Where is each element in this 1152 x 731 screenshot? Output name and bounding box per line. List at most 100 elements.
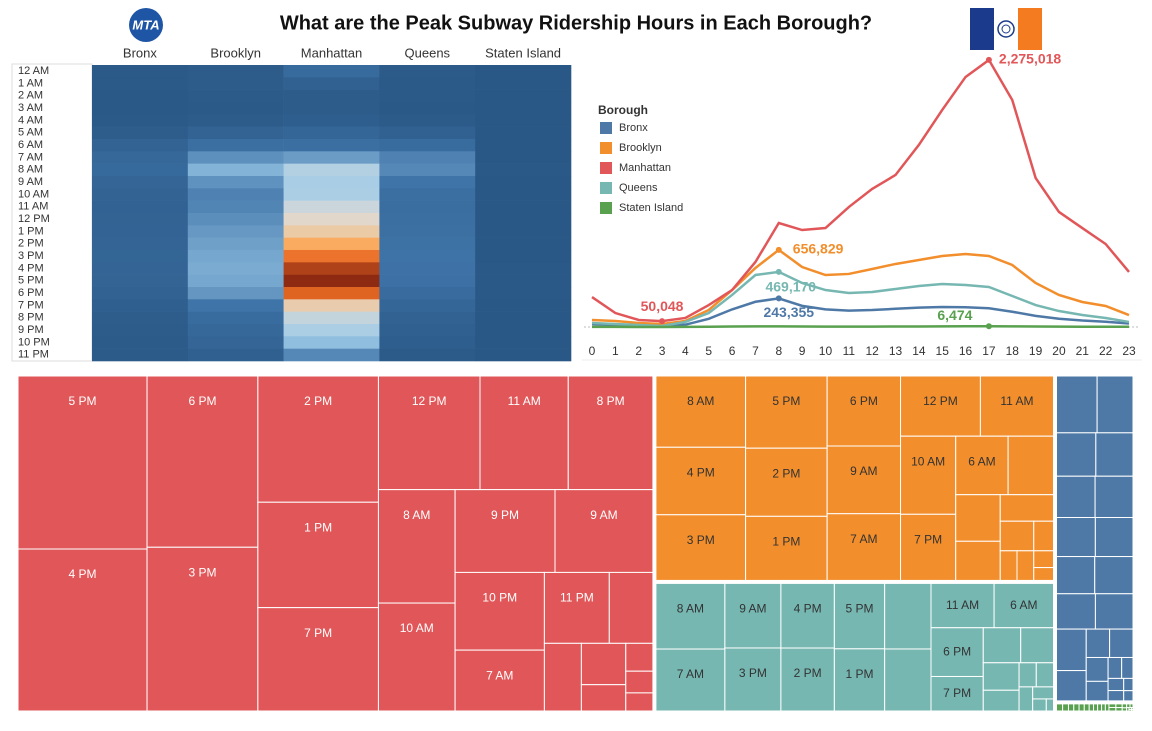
heatmap-cell [92,176,189,189]
treemap-cell [1032,698,1047,712]
treemap-cell [930,582,995,629]
heatmap-cell [92,348,189,362]
heatmap-cell [187,311,284,325]
heatmap-cell [92,311,189,325]
treemap-cell [1104,703,1110,712]
treemap-cell [1055,517,1096,558]
heatmap-cell [187,89,284,103]
heatmap-cell [92,77,189,90]
row-label: 12 AM [18,65,49,77]
treemap-label: 7 PM [943,686,971,700]
heatmap-cell [283,89,380,103]
treemap-cell [1088,703,1095,712]
heatmap-cell [283,163,380,177]
legend-label: Manhattan [619,162,671,174]
row-label: 7 PM [18,299,44,311]
heatmap-cell [475,213,572,226]
row-label: 1 PM [18,225,44,237]
treemap-cell [257,375,379,503]
treemap-cell [884,582,932,650]
treemap-cell [1055,432,1097,477]
heatmap-cell [379,324,476,337]
treemap-cell [724,582,782,649]
treemap-cell [17,548,148,712]
heatmap-cell [187,151,284,164]
treemap-cell [780,647,835,712]
treemap-cell [1055,475,1096,519]
treemap-cell [146,375,259,548]
treemap-cell [833,582,886,650]
legend-label: Brooklyn [619,142,662,154]
x-tick-label: 23 [1122,344,1136,358]
treemap-cell [1093,703,1099,712]
treemap-label: 6 AM [968,454,995,468]
treemap-cell [745,447,828,517]
row-label: 7 AM [18,151,43,163]
heatmap-cell [92,336,189,349]
treemap-cell [1016,550,1035,581]
heatmap-cell [187,250,284,263]
row-label: 9 PM [18,324,44,336]
row-label: 2 AM [18,90,43,102]
treemap-cell [1108,703,1117,708]
heatmap-cell [283,348,380,362]
heatmap-cell [475,200,572,214]
treemap-label: 3 PM [739,666,767,680]
treemap-cell [1121,707,1128,712]
x-tick-label: 16 [959,344,973,358]
treemap-label: 12 PM [923,394,958,408]
treemap-cell [833,648,886,712]
treemap-cell [999,550,1018,581]
treemap-cell [900,513,957,581]
heatmap-cell [187,200,284,214]
treemap-label: 8 AM [677,602,704,616]
treemap-cell [625,670,654,694]
treemap-label: 2 PM [772,466,800,480]
treemap-cell [826,375,902,447]
treemap-cell [1032,686,1054,700]
legend-title: Borough [598,103,648,117]
treemap-cell [1107,690,1125,702]
heatmap-cell [283,213,380,226]
treemap-cell [580,684,627,712]
treemap-cell [257,607,379,712]
treemap-cell [1094,475,1134,519]
treemap-label: 4 PM [687,465,715,479]
value-label: 2,275,018 [999,51,1061,67]
treemap-label: 11 AM [508,394,541,408]
treemap-cell [580,642,627,686]
x-tick-label: 1 [612,344,619,358]
treemap-label: 1 PM [772,535,800,549]
heatmap-cell [475,89,572,103]
heatmap-cell [475,348,572,362]
value-label: 50,048 [641,298,684,314]
heatmap-cell [92,163,189,177]
treemap-cell [955,540,1001,581]
treemap-label: 9 PM [491,508,519,522]
x-tick-label: 7 [752,344,759,358]
treemap-label: 2 PM [304,394,332,408]
heatmap-cell [475,299,572,312]
row-label: 6 PM [18,287,44,299]
heatmap-cell [379,299,476,312]
heatmap-cell [379,311,476,325]
treemap-cell [377,602,456,712]
heatmap-cell [475,188,572,201]
row-label: 8 PM [18,312,44,324]
heatmap-cell [475,151,572,164]
legend-swatch [600,122,612,134]
x-tick-label: 2 [635,344,642,358]
heatmap-cell [283,114,380,127]
heatmap-cell [475,262,572,275]
treemap-cell [745,515,828,581]
heatmap-cell [92,299,189,312]
heatmap-cell [379,151,476,164]
heatmap-cell [92,274,189,288]
heatmap-cell [475,102,572,115]
series-line [591,270,1130,328]
x-tick-label: 18 [1006,344,1020,358]
treemap-cell [655,648,726,712]
treemap-cell [1055,628,1087,672]
heatmap-cell [283,324,380,337]
treemap-cell [567,375,654,491]
